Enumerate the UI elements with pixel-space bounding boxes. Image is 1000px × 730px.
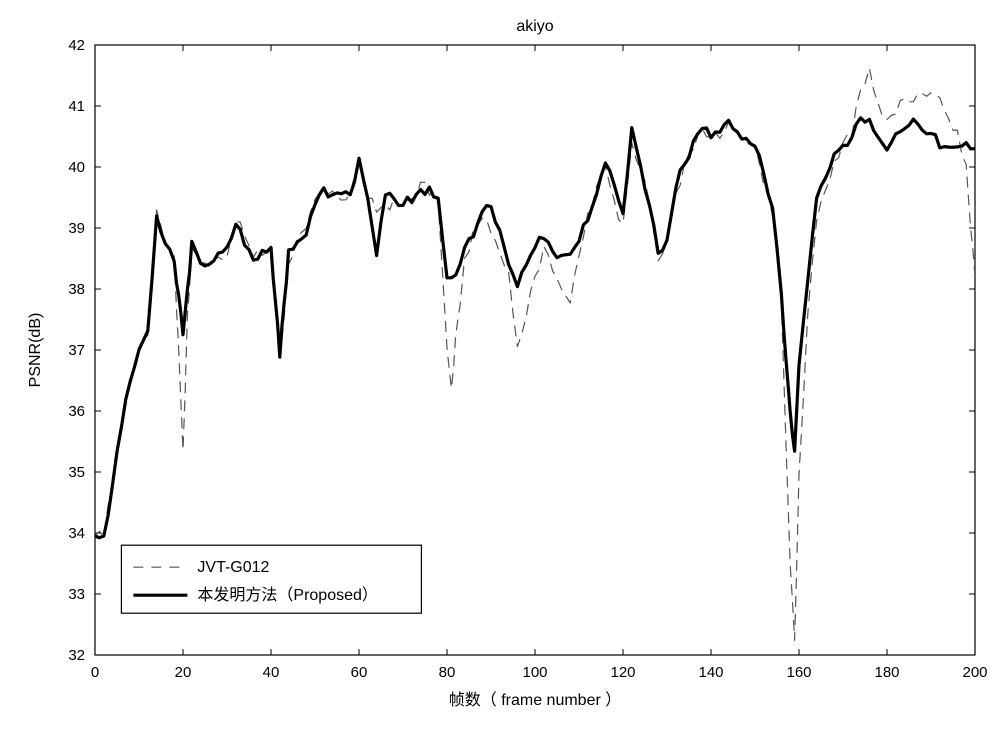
- chart-bg: [0, 0, 1000, 730]
- x-tick-label: 20: [175, 664, 192, 681]
- y-tick-label: 42: [68, 37, 85, 54]
- y-tick-label: 40: [68, 159, 85, 176]
- y-tick-label: 37: [68, 342, 85, 359]
- y-tick-label: 38: [68, 281, 85, 298]
- x-tick-label: 80: [439, 664, 456, 681]
- x-tick-label: 140: [698, 664, 723, 681]
- chart-container: 0 20 40 60 80 100 120 140 160 180 200 32 33 34 35 36 37 3…: [0, 0, 1000, 730]
- y-tick-label: 35: [68, 464, 85, 481]
- y-tick-label: 36: [68, 403, 85, 420]
- legend-label: 本发明方法（Proposed）: [197, 586, 378, 604]
- x-tick-label: 60: [351, 664, 368, 681]
- y-tick-label: 39: [68, 220, 85, 237]
- x-tick-label: 160: [786, 664, 811, 681]
- x-tick-label: 0: [91, 664, 99, 681]
- y-tick-label: 32: [68, 647, 85, 664]
- x-axis-label: 帧数（ frame number ）: [449, 691, 622, 709]
- x-tick-label: 200: [962, 664, 987, 681]
- y-axis-label: PSNR(dB): [27, 313, 44, 388]
- y-tick-label: 34: [68, 525, 85, 542]
- chart-svg: 0 20 40 60 80 100 120 140 160 180 200 32 33 34 35 36 37 3…: [0, 0, 1000, 730]
- x-tick-label: 100: [522, 664, 547, 681]
- x-tick-label: 120: [610, 664, 635, 681]
- x-tick-label: 40: [263, 664, 280, 681]
- y-tick-label: 41: [68, 98, 85, 115]
- y-tick-label: 33: [68, 586, 85, 603]
- x-tick-label: 180: [874, 664, 899, 681]
- legend-label: JVT-G012: [197, 559, 269, 576]
- chart-title: akiyo: [516, 18, 553, 35]
